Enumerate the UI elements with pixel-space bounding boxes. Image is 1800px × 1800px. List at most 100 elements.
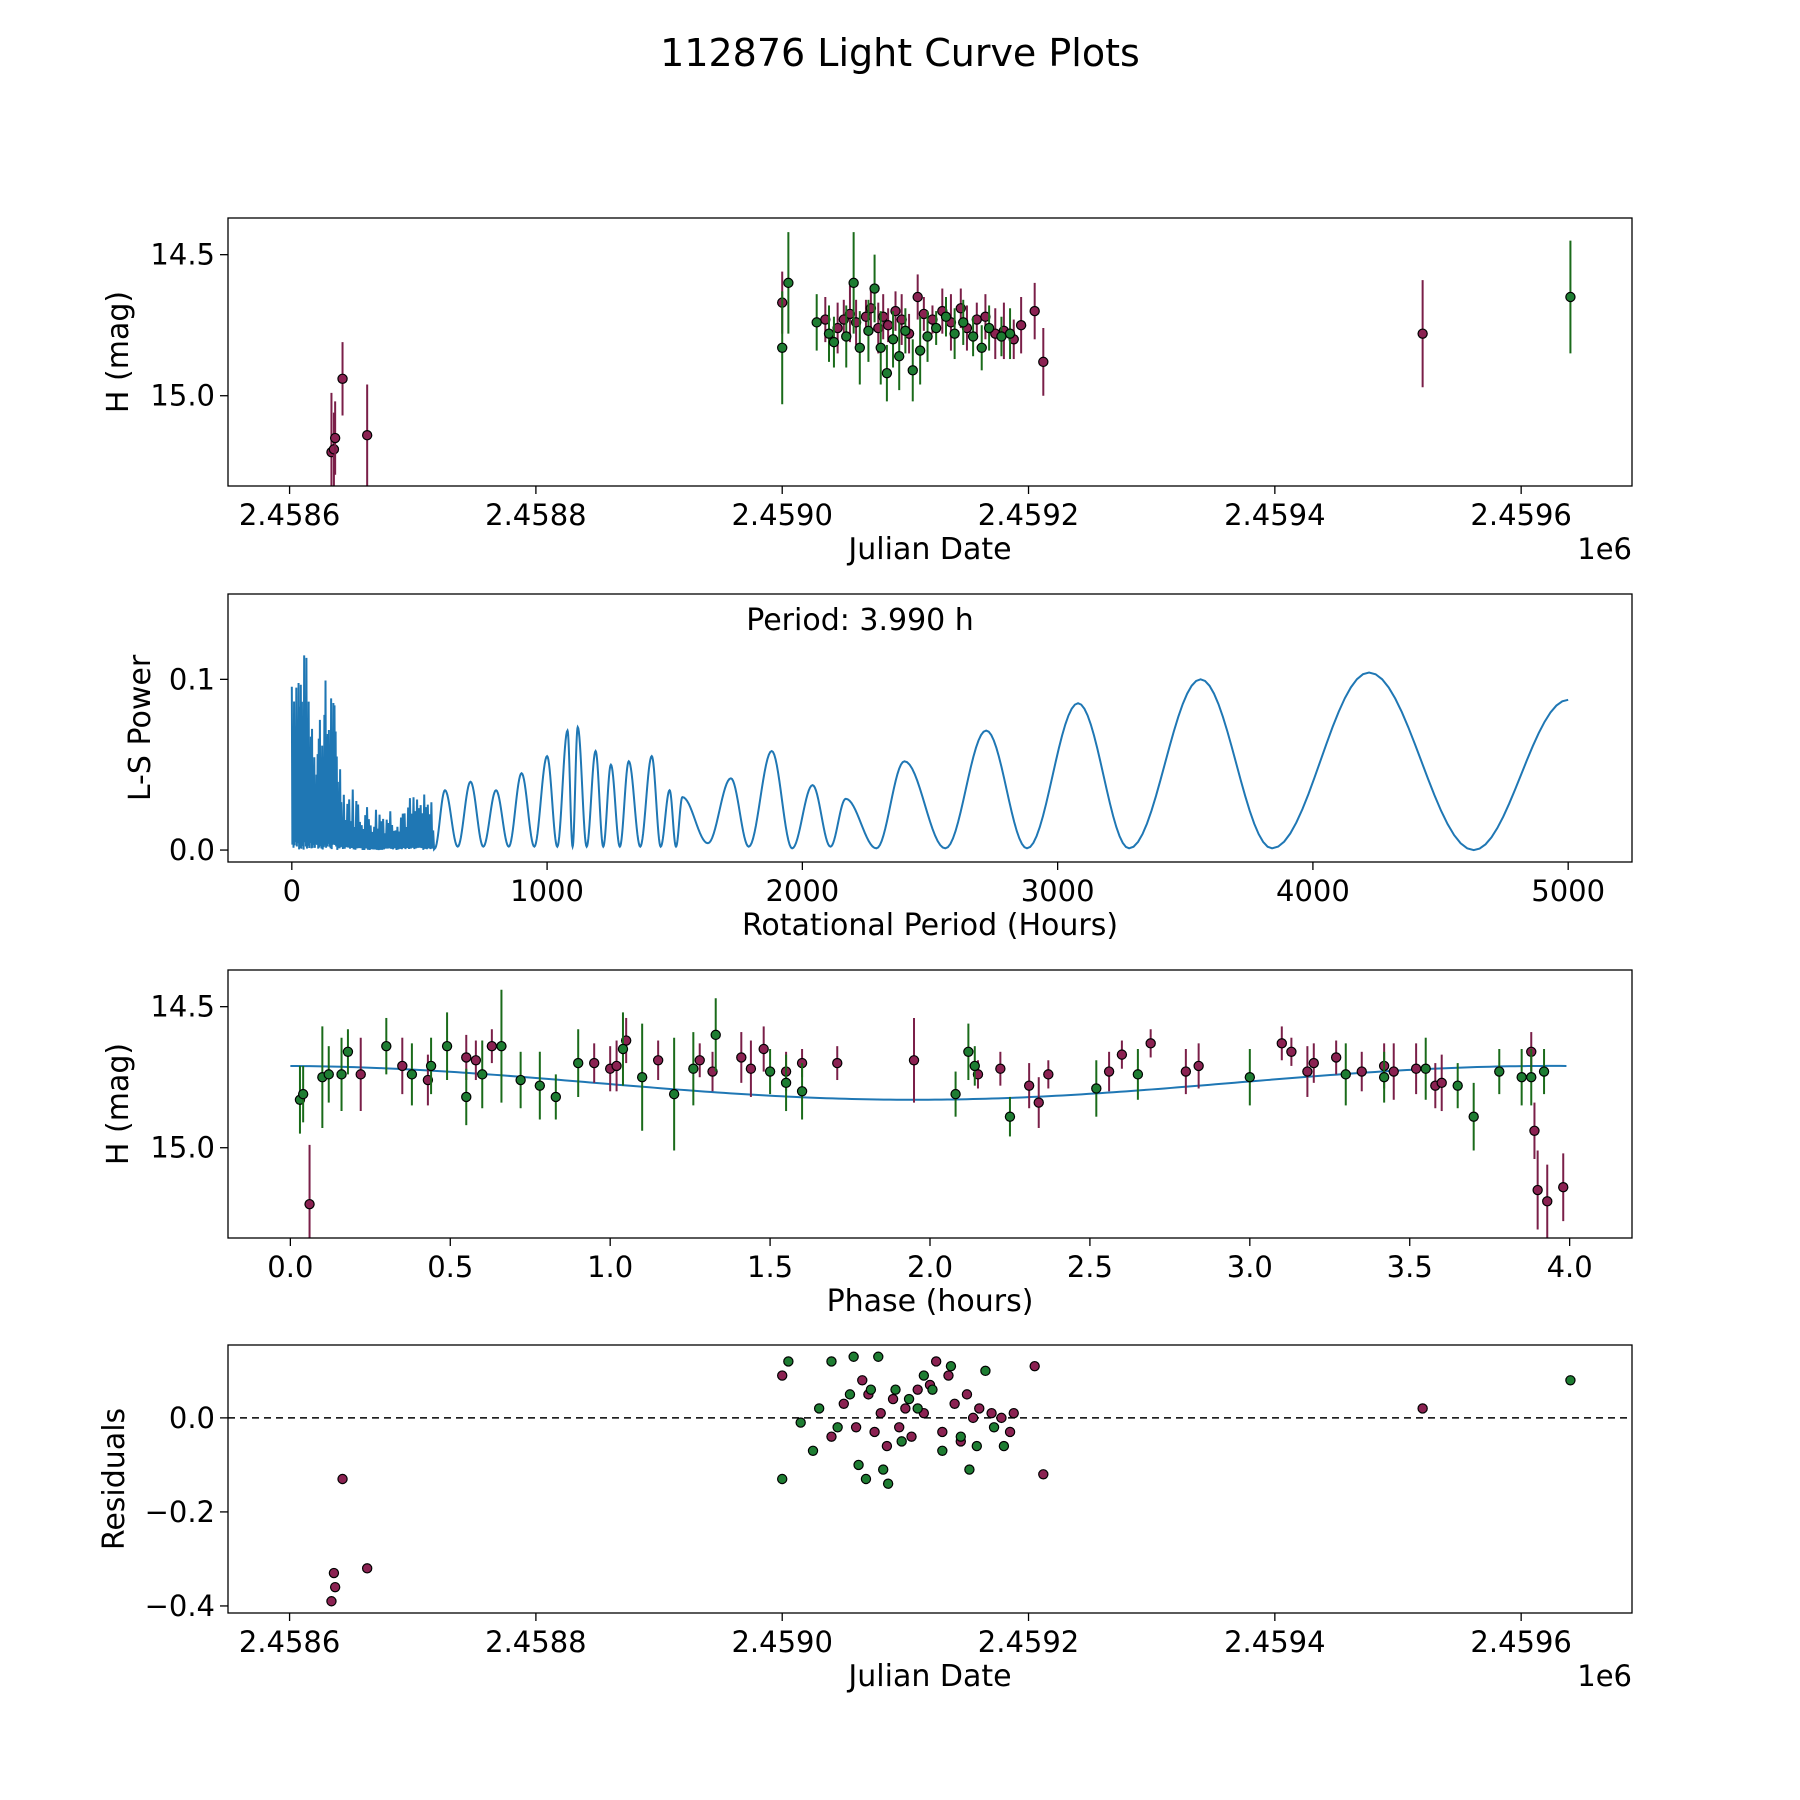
data-point: [381, 1040, 392, 1052]
x-tick-label: 2.5: [1067, 1250, 1113, 1284]
data-point: [881, 367, 893, 379]
data-point: [328, 444, 340, 455]
data-point: [826, 1356, 837, 1367]
data-point: [777, 1473, 788, 1485]
x-tick-label: 3000: [1021, 874, 1095, 908]
data-point: [963, 1046, 974, 1058]
data-point: [668, 1088, 680, 1100]
data-point: [573, 1057, 584, 1069]
data-point: [1004, 328, 1016, 339]
data-point: [887, 334, 899, 345]
data-point: [841, 331, 852, 342]
data-point: [832, 1057, 843, 1069]
data-point: [949, 1398, 960, 1409]
axes-frame: [227, 217, 1633, 487]
x-tick-label: 2.4590: [731, 498, 832, 532]
data-point: [854, 342, 866, 353]
data-point: [940, 311, 952, 322]
data-point: [1538, 1066, 1550, 1077]
data-point: [958, 317, 969, 328]
data-point: [848, 277, 859, 289]
x-tick-label: 2.4586: [239, 1625, 340, 1659]
x-tick-label: 2.0: [907, 1250, 953, 1284]
data-point: [848, 1351, 859, 1362]
x-tick-label: 2.4594: [1224, 1625, 1325, 1659]
data-point: [906, 1431, 917, 1442]
data-point: [995, 1063, 1006, 1074]
y-tick-label: −0.4: [145, 1589, 215, 1623]
data-point: [1417, 328, 1428, 339]
data-point: [1038, 1469, 1049, 1480]
data-point: [1378, 1071, 1390, 1083]
data-point: [844, 1389, 856, 1400]
plot-area-periodogram: [290, 655, 1569, 852]
data-point: [1542, 1196, 1553, 1207]
data-point: [873, 1351, 884, 1362]
data-point: [823, 328, 835, 339]
x-tick-label: 3.0: [1227, 1250, 1273, 1284]
data-point: [515, 1074, 526, 1086]
data-point: [996, 331, 1007, 342]
data-point: [903, 1393, 915, 1405]
data-point: [328, 1567, 340, 1579]
data-point: [894, 1422, 905, 1433]
y-axis-label: L-S Power: [123, 654, 158, 801]
data-point: [1529, 1125, 1540, 1137]
x-tick-label: 1000: [510, 874, 584, 908]
data-point: [967, 331, 979, 342]
data-point: [534, 1080, 546, 1091]
data-point: [397, 1060, 408, 1072]
x-offset-label: 1e6: [1577, 1659, 1632, 1693]
data-point: [1410, 1063, 1422, 1074]
data-point: [912, 1384, 923, 1395]
data-point: [964, 1464, 975, 1475]
data-point: [694, 1055, 705, 1066]
data-point: [337, 373, 348, 384]
data-point: [828, 336, 840, 348]
data-point: [912, 291, 923, 303]
data-point: [336, 1069, 347, 1080]
data-point: [1308, 1057, 1319, 1069]
x-tick-label: 2.4590: [731, 1625, 832, 1659]
x-tick-label: 5000: [1531, 874, 1605, 908]
data-point: [780, 1077, 792, 1089]
data-point: [988, 1422, 1000, 1433]
data-point: [688, 1063, 699, 1074]
data-point: [894, 351, 905, 362]
x-tick-label: 1.5: [747, 1250, 793, 1284]
data-point: [1417, 1403, 1428, 1414]
data-point: [976, 342, 987, 353]
x-offset-label: 1e6: [1577, 532, 1632, 566]
fit-curve: [290, 1064, 1567, 1101]
data-point: [853, 1459, 864, 1471]
data-point: [1116, 1049, 1128, 1060]
data-point: [611, 1060, 622, 1072]
data-point: [863, 325, 874, 337]
x-tick-label: 2.4594: [1224, 498, 1325, 532]
panels: 2.4586 2.4588 2.4590 2.4592 2.4594 2.4596 15.0…: [97, 217, 1633, 1694]
data-point: [764, 1066, 776, 1077]
data-point: [869, 1426, 880, 1438]
data-point: [1193, 1060, 1204, 1072]
data-point: [961, 1389, 973, 1400]
data-point: [922, 331, 933, 342]
data-point: [1286, 1046, 1297, 1058]
x-tick-label: 2000: [765, 874, 839, 908]
data-point: [896, 1436, 907, 1447]
y-axis-label: H (mag): [101, 1043, 136, 1165]
data-point: [470, 1055, 482, 1066]
data-point: [967, 1412, 979, 1424]
data-point: [887, 1393, 899, 1405]
x-axis-label: Julian Date: [846, 1659, 1011, 1694]
data-point: [882, 320, 894, 331]
panel-phased: 0.0 0.5 1.0 1.5 2.0 2.5 3.0 3.5 4.0 15.0 14.5 Phase…: [101, 969, 1633, 1319]
data-point: [1330, 1052, 1342, 1063]
data-point: [1420, 1063, 1431, 1074]
x-axis-label: Rotational Period (Hours): [742, 908, 1118, 943]
data-point: [937, 1445, 948, 1456]
data-point: [1038, 356, 1049, 368]
x-tick-label: 4000: [1276, 874, 1350, 908]
periodogram-line: [290, 655, 1569, 852]
data-point: [813, 1403, 825, 1414]
